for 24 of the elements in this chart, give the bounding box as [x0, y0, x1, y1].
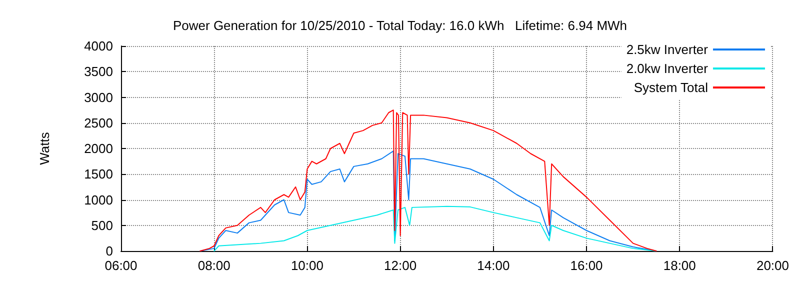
y-tick-label: 2500 — [84, 115, 113, 130]
x-tick-label: 16:00 — [570, 258, 603, 273]
chart-title: Power Generation for 10/25/2010 - Total Today: 16.0 kWh Lifetime: 6.94 MWh — [172, 18, 628, 33]
y-tick-label: 1500 — [84, 166, 113, 182]
y-tick-label: 3000 — [84, 90, 113, 105]
y-axis-title: Watts — [37, 132, 52, 165]
x-tick-label: 10:00 — [290, 258, 324, 273]
y-tick-label: 1000 — [84, 192, 113, 208]
x-tick-label: 06:00 — [104, 258, 138, 273]
y-tick-label: 3500 — [84, 64, 113, 80]
y-tick-label: 0 — [106, 244, 113, 258]
x-tick-label: 18:00 — [663, 258, 696, 273]
line-series — [200, 110, 657, 252]
x-tick-label: 20:00 — [756, 258, 790, 273]
line-series — [214, 206, 657, 252]
y-tick-label: 500 — [91, 218, 113, 233]
x-tick-label: 08:00 — [198, 258, 230, 273]
x-tick-label: 12:00 — [384, 258, 417, 273]
y-tick-label: 2000 — [84, 141, 113, 156]
y-tick-label: 4000 — [84, 38, 113, 54]
x-tick-label: 14:00 — [477, 258, 510, 273]
legend-label: 2.0kw Inverter — [626, 61, 709, 76]
legend-label: 2.5kw Inverter — [626, 42, 709, 57]
legend-label: System Total — [634, 80, 708, 95]
